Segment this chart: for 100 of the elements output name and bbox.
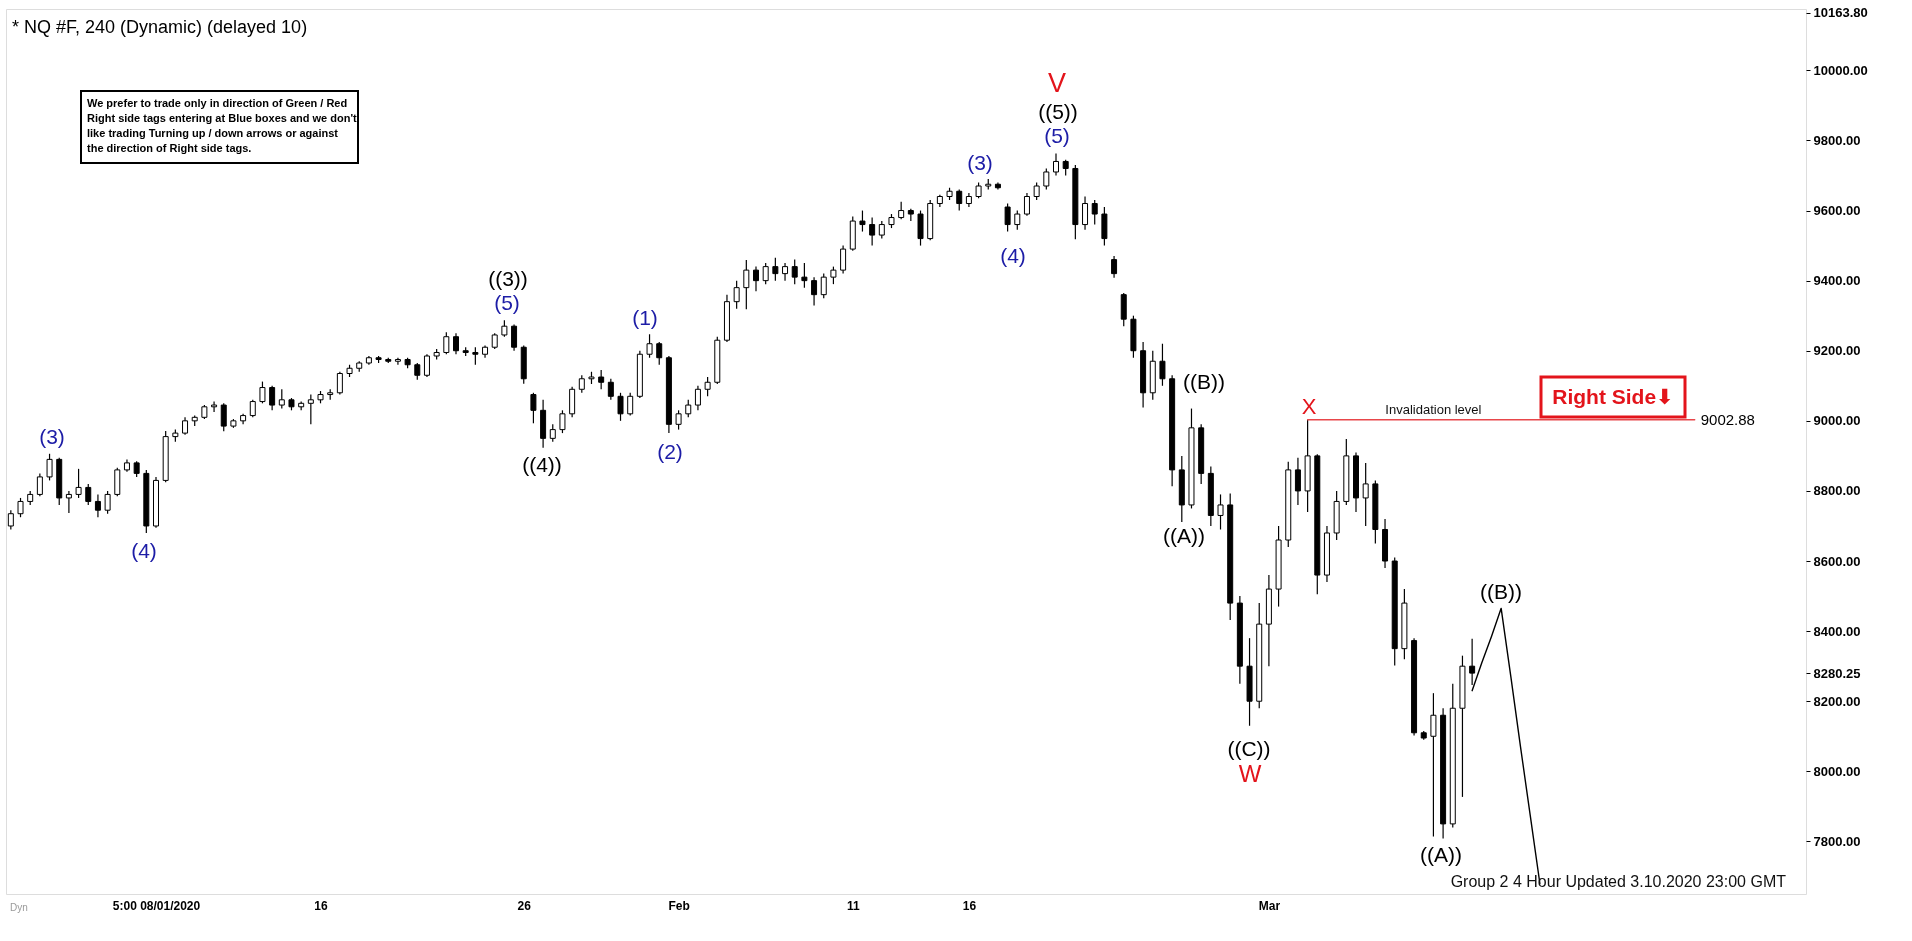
y-tick-label: 8000.00 xyxy=(1813,763,1861,779)
candlestick xyxy=(46,453,53,482)
candlestick xyxy=(269,385,276,411)
y-tick-label: 8280.25 xyxy=(1813,665,1861,681)
y-tick-label: 10163.80 xyxy=(1813,5,1868,21)
candlestick xyxy=(1217,493,1224,531)
y-tick-label: 9800.00 xyxy=(1813,132,1861,148)
y-tick-label: 8600.00 xyxy=(1813,553,1861,569)
candlestick xyxy=(443,331,450,355)
candlestick xyxy=(511,323,518,352)
candlestick xyxy=(840,244,847,275)
y-tick-label: 9200.00 xyxy=(1813,343,1861,359)
candlestick xyxy=(791,259,798,285)
y-tick-label: 8200.00 xyxy=(1813,693,1861,709)
candlestick xyxy=(259,380,266,404)
annotation: (4) xyxy=(1000,244,1026,267)
annotation: ((A)) xyxy=(1420,843,1462,866)
x-tick-label: 11 xyxy=(846,898,860,913)
candlestick xyxy=(278,388,285,410)
candlestick xyxy=(956,188,963,212)
candlestick xyxy=(646,333,653,359)
candlestick xyxy=(1430,692,1437,838)
candlestick xyxy=(617,392,624,422)
annotation: (3) xyxy=(39,425,65,448)
candlestick xyxy=(394,357,401,366)
chart-title: * NQ #F, 240 (Dynamic) (delayed 10) xyxy=(12,16,308,37)
annotation: ((B)) xyxy=(1480,580,1522,603)
candlestick xyxy=(1111,255,1118,279)
annotation: W xyxy=(1238,760,1262,787)
candlestick xyxy=(423,353,430,378)
candlestick xyxy=(782,262,789,282)
annotation: ((A)) xyxy=(1163,524,1205,547)
candlestick xyxy=(104,490,111,515)
x-tick-label: Feb xyxy=(668,898,690,913)
candlestick xyxy=(211,400,218,413)
candlestick xyxy=(869,216,876,247)
x-tick-label: Mar xyxy=(1258,898,1281,913)
candlestick xyxy=(1004,202,1011,233)
candlestick xyxy=(994,181,1001,191)
candlestick xyxy=(820,273,827,299)
candlestick xyxy=(598,369,605,390)
candlestick xyxy=(675,409,682,431)
candlestick xyxy=(704,376,711,397)
x-tick-label: 16 xyxy=(314,898,329,913)
candlestick xyxy=(336,371,343,396)
candlestick xyxy=(1159,343,1166,387)
candlestick xyxy=(1023,192,1030,217)
annotation: (5) xyxy=(494,291,520,314)
annotation: (3) xyxy=(967,151,993,174)
annotation: Right Side⬇ xyxy=(1552,385,1674,408)
candlestick xyxy=(530,392,537,424)
candlestick xyxy=(859,209,866,233)
series-label: Invalidation level xyxy=(1385,401,1482,417)
candlestick xyxy=(559,409,566,434)
candlestick xyxy=(656,341,663,366)
annotation: We prefer to trade only in direction of Green / Red Right side tags entering at Blue boxes and we don't like trading Turning up / down arrows or against the direction of Right side tags. xyxy=(87,97,358,154)
annotation: (2) xyxy=(657,440,683,463)
candlestick xyxy=(733,280,740,310)
annotation: (1) xyxy=(632,306,658,329)
candlestick xyxy=(17,497,24,518)
candlestick xyxy=(607,378,614,401)
x-tick-label: 5:00 08/01/2020 xyxy=(112,898,201,913)
annotation: V xyxy=(1047,68,1067,98)
candlestick xyxy=(307,393,314,425)
candlestick xyxy=(75,468,82,499)
annotation: ((B)) xyxy=(1183,370,1225,393)
candlestick xyxy=(1294,457,1301,506)
candlestick xyxy=(811,276,818,307)
candlestick xyxy=(1014,209,1021,231)
candlestick xyxy=(801,262,808,289)
y-tick-label: 9400.00 xyxy=(1813,273,1861,289)
candlestick xyxy=(694,385,701,411)
candlestick xyxy=(65,490,72,514)
candlestick xyxy=(36,472,43,497)
candlestick xyxy=(85,483,92,506)
candlestick xyxy=(627,392,634,417)
candlestick xyxy=(743,259,750,310)
x-tick-label: 26 xyxy=(517,898,532,913)
candlestick xyxy=(7,509,14,531)
candlestick xyxy=(453,332,459,355)
candlestick xyxy=(753,266,759,292)
y-tick-label: 10000.00 xyxy=(1813,62,1868,78)
annotation: ((5)) xyxy=(1038,100,1078,123)
candlestick xyxy=(1362,462,1369,527)
annotation: (5) xyxy=(1044,124,1070,147)
candlestick xyxy=(1082,195,1089,231)
y-tick-label: 8800.00 xyxy=(1813,483,1861,499)
candlestick xyxy=(772,257,779,282)
annotation: ((4)) xyxy=(522,453,562,476)
candlestick xyxy=(1043,167,1050,191)
annotation: (4) xyxy=(131,539,157,562)
candlestick xyxy=(762,262,769,285)
data-label: 9002.88 xyxy=(1700,410,1755,428)
annotation: Group 2 4 Hour Updated 3.10.2020 23:00 GMT xyxy=(1450,873,1787,890)
candlestick xyxy=(1053,152,1059,177)
x-tick-label: 16 xyxy=(962,898,977,913)
y-tick-label: 9600.00 xyxy=(1813,203,1861,219)
y-tick-label: 9000.00 xyxy=(1813,413,1861,429)
annotation: ((3)) xyxy=(488,267,528,290)
candlestick xyxy=(220,402,227,432)
